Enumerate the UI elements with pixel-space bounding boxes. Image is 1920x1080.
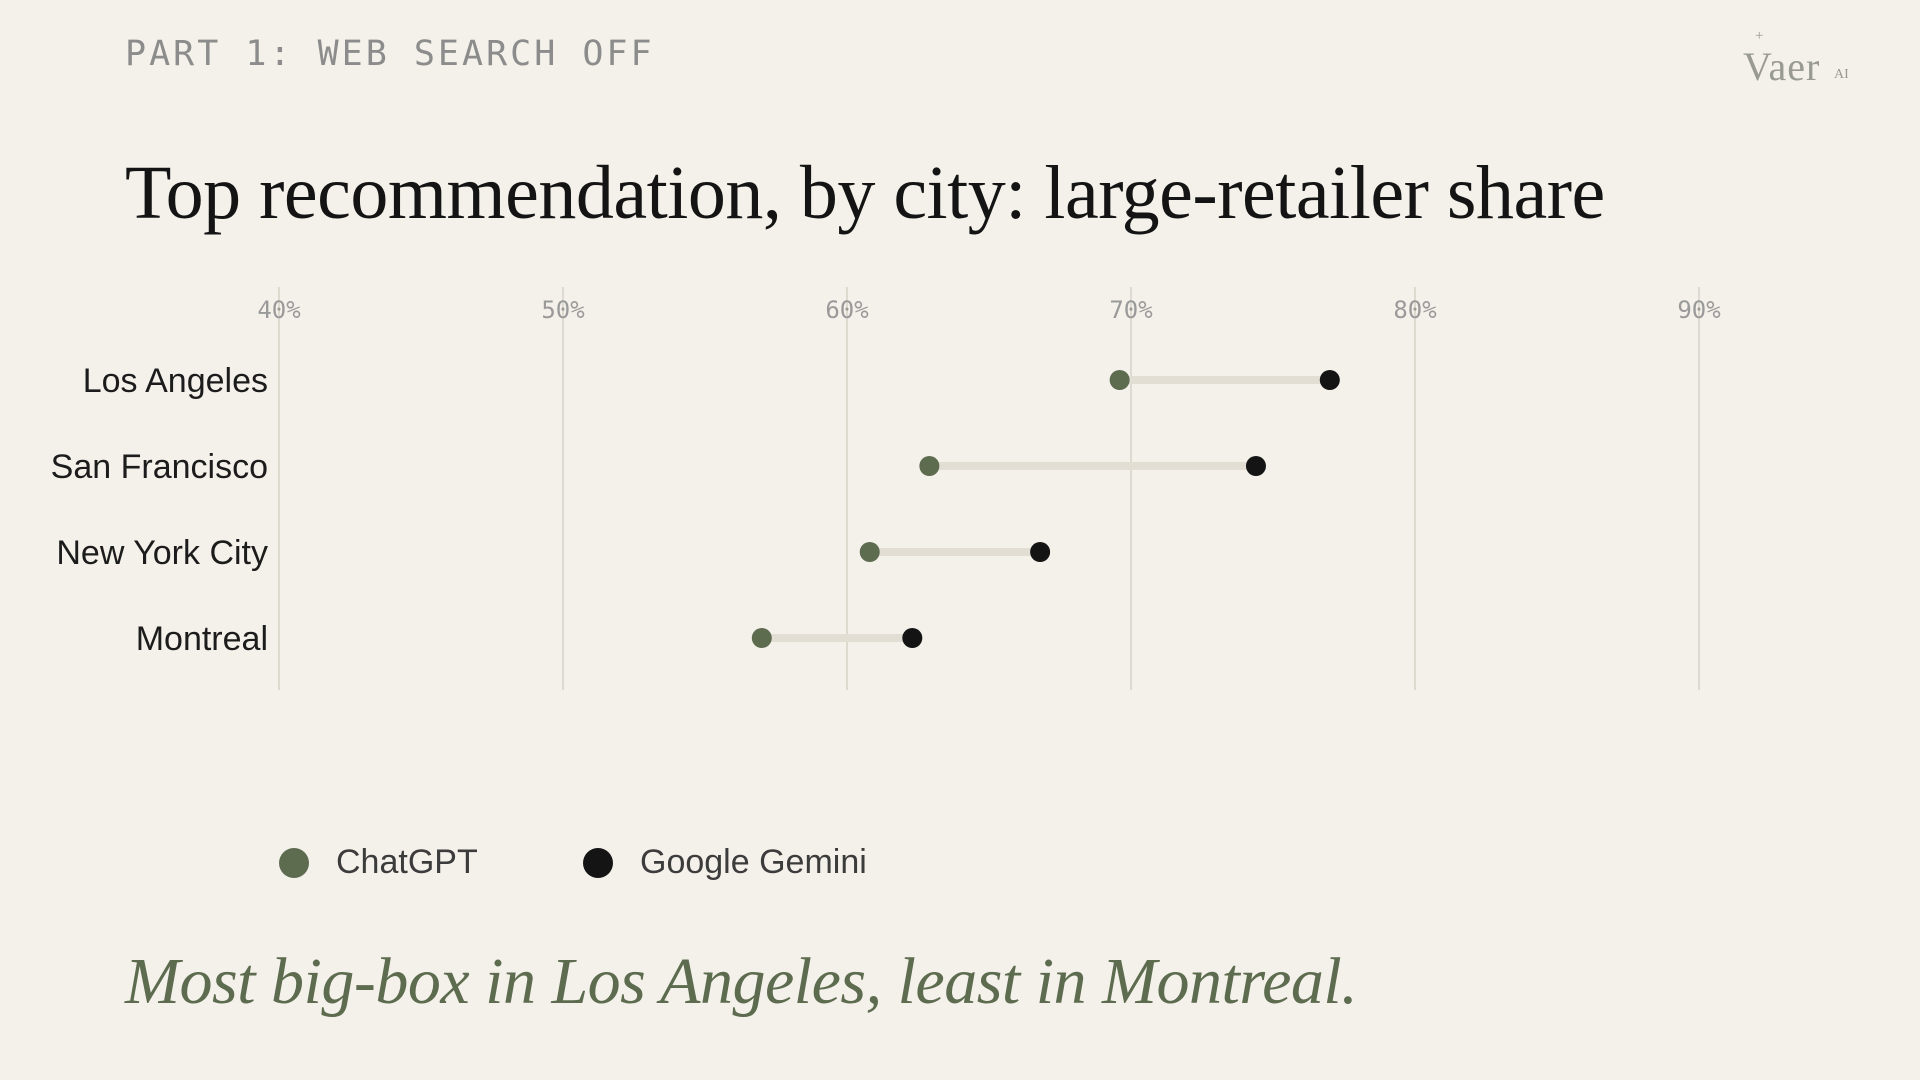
category-label: Montreal	[136, 620, 268, 658]
gemini-point	[1245, 456, 1266, 476]
chatgpt-point	[919, 456, 940, 476]
chatgpt-point	[751, 628, 772, 648]
legend-swatch-gemini	[583, 848, 613, 878]
legend-label-gemini: Google Gemini	[640, 843, 867, 881]
chatgpt-point	[1109, 370, 1130, 390]
x-tick-label: 50%	[541, 296, 585, 324]
x-tick-label: 80%	[1393, 296, 1437, 324]
gemini-point	[1319, 370, 1340, 390]
legend-swatch-chatgpt	[279, 848, 309, 878]
category-label: Los Angeles	[83, 362, 268, 400]
category-label: New York City	[56, 534, 268, 572]
chatgpt-point	[859, 542, 880, 562]
x-tick-label: 40%	[257, 296, 301, 324]
sparkle-icon: +	[1755, 28, 1764, 44]
chart-title: Top recommendation, by city: large-retai…	[125, 151, 1605, 235]
brand-logo: + Vaer AI	[1743, 28, 1863, 90]
logo-wordmark: Vaer	[1743, 44, 1821, 89]
category-label: San Francisco	[51, 448, 268, 486]
dumbbell-chart: 40% 50% 60% 70% 80% 90% Los Angeles San Francis…	[51, 287, 1721, 690]
gemini-point	[1030, 542, 1051, 562]
logo-suffix: AI	[1834, 67, 1849, 82]
chart-caption: Most big-box in Los Angeles, least in Mo…	[125, 945, 1358, 1018]
x-tick-label: 70%	[1109, 296, 1153, 324]
legend-label-chatgpt: ChatGPT	[336, 843, 478, 881]
x-tick-label: 90%	[1677, 296, 1721, 324]
section-eyebrow: PART 1: WEB SEARCH OFF	[125, 34, 655, 74]
gemini-point	[902, 628, 923, 648]
x-tick-label: 60%	[825, 296, 869, 324]
